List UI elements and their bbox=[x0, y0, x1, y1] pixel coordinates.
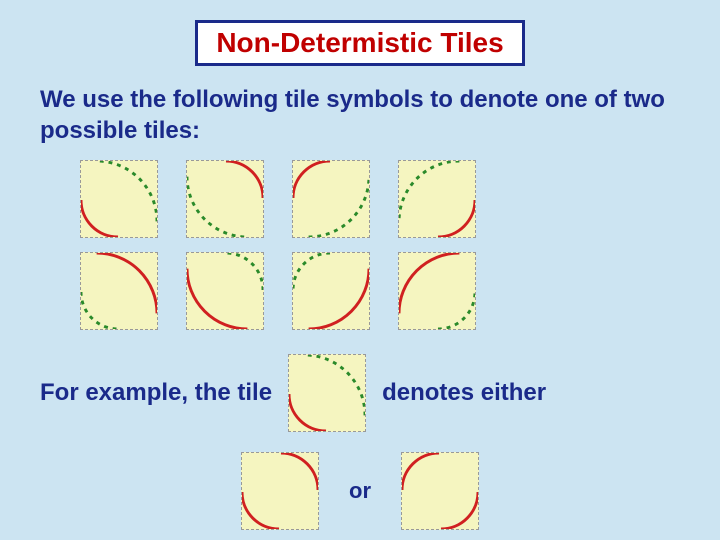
tile bbox=[398, 160, 476, 238]
example-suffix: denotes either bbox=[382, 379, 546, 407]
tile bbox=[186, 160, 264, 238]
example-line: For example, the tile denotes either bbox=[40, 354, 680, 432]
tile bbox=[292, 252, 370, 330]
tile bbox=[241, 452, 319, 530]
or-line: or bbox=[40, 452, 680, 530]
tile bbox=[80, 252, 158, 330]
tile bbox=[80, 160, 158, 238]
tile bbox=[288, 354, 366, 432]
tile bbox=[292, 160, 370, 238]
intro-text: We use the following tile symbols to den… bbox=[40, 84, 680, 146]
tile bbox=[401, 452, 479, 530]
tile bbox=[186, 252, 264, 330]
tile bbox=[398, 252, 476, 330]
slide-title: Non-Determistic Tiles bbox=[195, 20, 524, 66]
or-text: or bbox=[349, 478, 371, 504]
example-prefix: For example, the tile bbox=[40, 379, 272, 407]
tile-grid bbox=[80, 160, 680, 330]
